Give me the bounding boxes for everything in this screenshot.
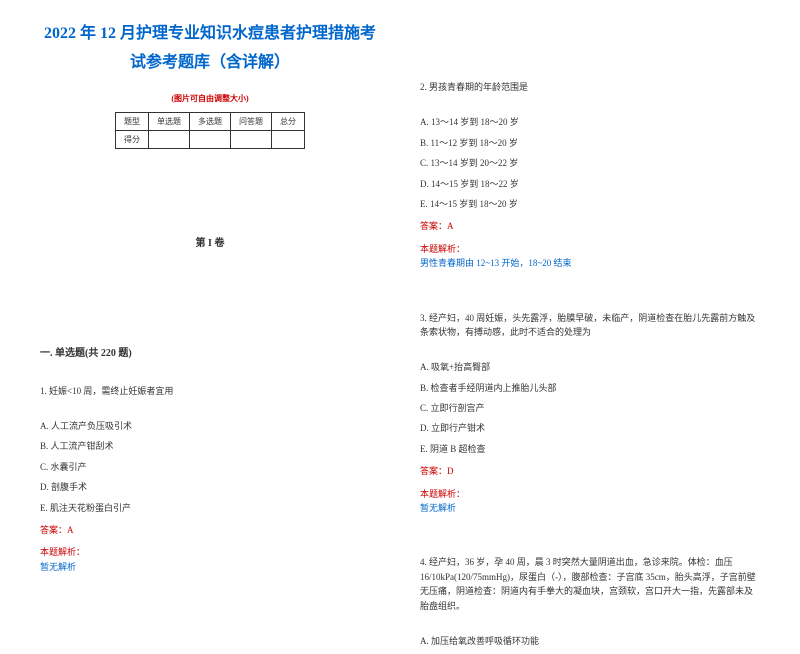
option: D. 立即行产钳术 [420,421,760,435]
table-score-row: 得分 [116,130,305,148]
answer: 答案：A [420,219,760,233]
table-cell [190,130,231,148]
question-stem: 3. 经产妇，40 周妊娠，头先露浮，胎膜早破，未临产，阴道检查在胎儿先露前方触… [420,311,760,340]
score-table: 题型 单选题 多选题 问答题 总分 得分 [115,112,305,149]
title-line-2: 试参考题库（含详解） [40,49,380,78]
option: D. 剖腹手术 [40,480,380,494]
table-header-row: 题型 单选题 多选题 问答题 总分 [116,112,305,130]
question-stem: 1. 妊娠<10 周，需终止妊娠者宜用 [40,384,380,398]
table-header: 多选题 [190,112,231,130]
option: A. 人工流产负压吸引术 [40,419,380,433]
option: B. 11～12 岁到 18～20 岁 [420,136,760,150]
option: E. 肌注天花粉蛋白引产 [40,501,380,515]
answer: 答案：D [420,464,760,478]
table-cell [149,130,190,148]
option: C. 水囊引产 [40,460,380,474]
analysis-content: 男性青春期由 12~13 开始，18~20 结束 [420,256,760,270]
option: E. 14～15 岁到 18～20 岁 [420,197,760,211]
table-cell [231,130,272,148]
question-type-heading: 一. 单选题(共 220 题) [40,344,380,359]
option: A. 加压给氧改善呼吸循环功能 [420,634,760,648]
analysis-label: 本题解析： [40,545,380,559]
option: B. 检查者手经阴道内上推胎儿头部 [420,381,760,395]
option: A. 吸氧+抬高臀部 [420,360,760,374]
title-line-1: 2022 年 12 月护理专业知识水痘患者护理措施考 [40,20,380,49]
option: A. 13～14 岁到 18～20 岁 [420,115,760,129]
question-stem: 4. 经产妇，36 岁，孕 40 周，晨 3 时突然大量阴道出血，急诊来院。体检… [420,555,760,613]
answer: 答案：A [40,523,380,537]
analysis-content: 暂无解析 [420,501,760,515]
option: C. 立即行剖宫产 [420,401,760,415]
section-label: 第 I 卷 [40,234,380,249]
table-header: 单选题 [149,112,190,130]
option: B. 人工流产钳刮术 [40,439,380,453]
option: D. 14～15 岁到 18～22 岁 [420,177,760,191]
table-header: 问答题 [231,112,272,130]
question-stem: 2. 男孩青春期的年龄范围是 [420,80,760,94]
table-header: 总分 [272,112,305,130]
table-cell [272,130,305,148]
image-note: (图片可自由调整大小) [40,93,380,104]
option: E. 阴道 B 超检查 [420,442,760,456]
option: C. 13～14 岁到 20～22 岁 [420,156,760,170]
main-title: 2022 年 12 月护理专业知识水痘患者护理措施考 试参考题库（含详解） [40,20,380,78]
analysis-content: 暂无解析 [40,560,380,574]
table-cell: 得分 [116,130,149,148]
analysis-label: 本题解析： [420,242,760,256]
table-header: 题型 [116,112,149,130]
analysis-label: 本题解析： [420,487,760,501]
